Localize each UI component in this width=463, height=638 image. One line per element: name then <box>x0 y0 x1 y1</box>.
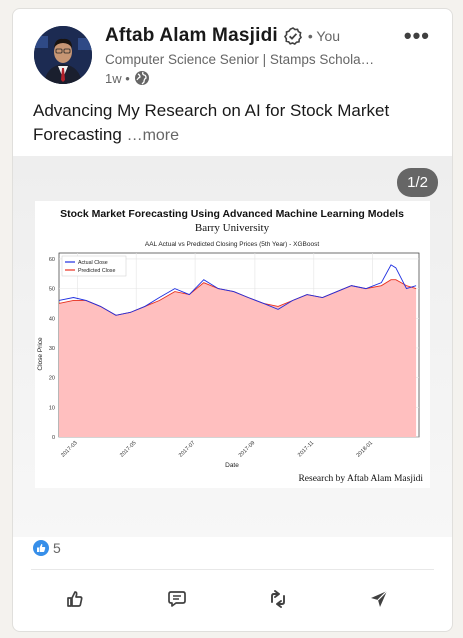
author-line: Aftab Alam Masjidi • You <box>105 25 340 47</box>
y-tick-label: 20 <box>49 376 55 382</box>
y-tick-label: 40 <box>49 316 55 322</box>
repost-icon <box>271 590 285 608</box>
author-avatar[interactable] <box>34 26 92 84</box>
y-tick-label: 30 <box>49 346 55 352</box>
like-icon <box>67 591 83 607</box>
series-line-actual-close <box>58 264 417 316</box>
x-tick-label: 2017-05 <box>119 440 138 459</box>
send-button[interactable] <box>363 583 395 615</box>
figure-subtitle: Barry University <box>195 222 270 234</box>
x-tick-label: 2017-03 <box>60 440 79 459</box>
post-time: 1w • <box>105 70 130 86</box>
y-axis-label: Close Price <box>37 337 44 371</box>
post-media[interactable]: 1/2 Stock Market Forecasting Using Advan… <box>13 156 452 537</box>
x-tick-label: 2017-09 <box>238 440 257 459</box>
repost-button[interactable] <box>262 583 294 615</box>
y-tick-label: 10 <box>49 405 55 411</box>
comment-button[interactable] <box>161 583 193 615</box>
feed-post-card: Aftab Alam Masjidi • You Computer Scienc… <box>12 8 453 632</box>
connection-degree: • You <box>307 28 341 44</box>
author-name[interactable]: Aftab Alam Masjidi <box>105 25 278 46</box>
reaction-count: 5 <box>53 540 61 556</box>
x-tick-label: 2017-07 <box>178 440 197 459</box>
x-tick-label: 2017-11 <box>297 440 315 458</box>
more-icon[interactable]: ••• <box>403 23 430 48</box>
actions-divider <box>31 569 434 570</box>
y-tick-label: 0 <box>52 435 55 441</box>
post-body: Advancing My Research on AI for Stock Ma… <box>33 101 390 144</box>
x-axis-label: Date <box>225 462 239 469</box>
legend-box <box>61 255 127 277</box>
post-text: Advancing My Research on AI for Stock Ma… <box>33 99 423 148</box>
y-tick-label: 50 <box>49 287 55 293</box>
reactions-summary[interactable]: 5 <box>33 540 61 556</box>
post-meta: 1w • <box>105 70 150 86</box>
like-button[interactable] <box>59 583 91 615</box>
send-icon <box>371 590 388 607</box>
chart: Stock Market Forecasting Using Advanced … <box>37 208 423 484</box>
author-headline: Computer Science Senior | Stamps Schola… <box>105 52 375 67</box>
figure-title: Stock Market Forecasting Using Advanced … <box>60 208 404 220</box>
y-tick-label: 60 <box>49 257 55 263</box>
verified-badge-icon <box>283 27 302 45</box>
globe-icon <box>134 70 150 86</box>
comment-icon <box>168 591 186 607</box>
media-counter: 1/2 <box>397 168 438 197</box>
chart-image: Stock Market Forecasting Using Advanced … <box>35 201 430 488</box>
figure-footer: Research by Aftab Alam Masjidi <box>298 473 423 484</box>
see-more-link[interactable]: …more <box>126 127 180 144</box>
legend-entry: Predicted Close <box>78 268 115 274</box>
chart-title: AAL Actual vs Predicted Closing Prices (… <box>145 241 319 248</box>
legend-entry: Actual Close <box>78 260 108 266</box>
x-tick-label: 2018-01 <box>356 440 375 459</box>
like-reaction-icon <box>33 540 49 556</box>
social-actions-bar <box>13 581 452 617</box>
predicted-area-fill <box>59 279 417 437</box>
